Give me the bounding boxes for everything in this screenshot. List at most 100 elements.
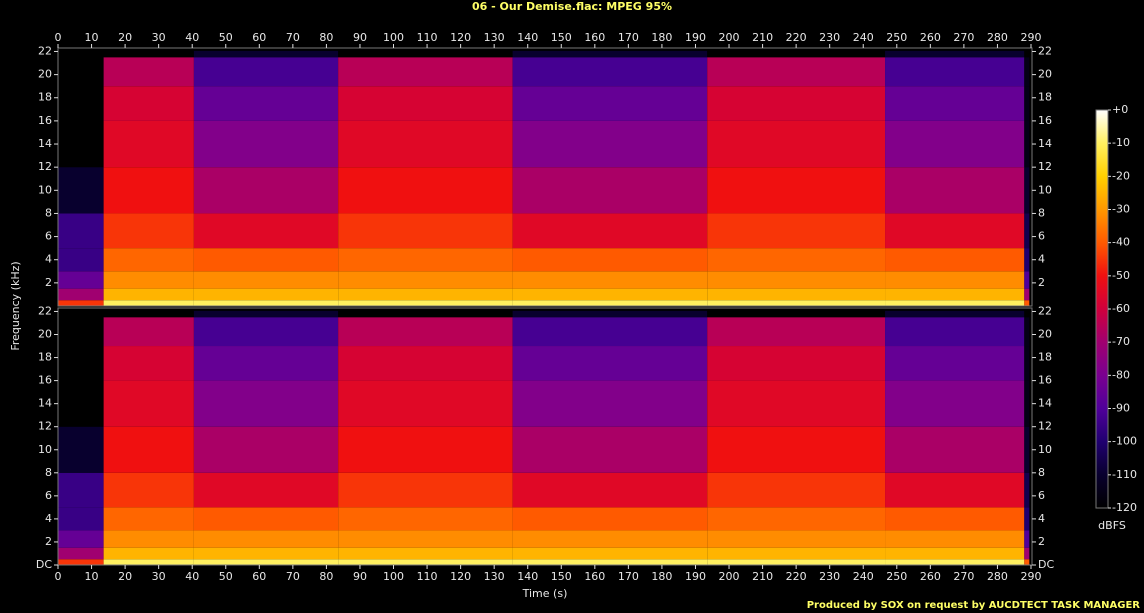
x-tick-label: 220 xyxy=(786,570,807,583)
spectrum-cell xyxy=(338,86,513,121)
spectrum-cell xyxy=(338,167,513,214)
spectrum-cell xyxy=(58,380,104,427)
x-tick-label: 120 xyxy=(450,570,471,583)
spectrum-cell xyxy=(1024,300,1030,306)
spectrum-cell xyxy=(103,310,194,318)
x-tick-label: 200 xyxy=(719,31,740,44)
colorbar-tick-label: -120 xyxy=(1112,501,1137,514)
y-tick-label: 10 xyxy=(38,183,52,196)
x-tick-label: 270 xyxy=(953,31,974,44)
y-tick-label: 16 xyxy=(1038,114,1052,127)
spectrum-cell xyxy=(512,213,708,249)
colorbar-tick-label: -40 xyxy=(1112,236,1130,249)
y-tick-label: 4 xyxy=(45,512,52,525)
y-tick-label: 14 xyxy=(38,397,52,410)
spectrum-cell xyxy=(512,300,708,306)
spectrum-cell xyxy=(103,547,194,560)
y-tick-label: 6 xyxy=(1038,230,1045,243)
spectrum-cell xyxy=(103,426,194,473)
x-tick-label: 230 xyxy=(819,570,840,583)
spectrum-cell xyxy=(193,57,339,87)
colorbar-label: dBFS xyxy=(1098,519,1126,532)
colorbar-tick-label: +0 xyxy=(1112,103,1128,116)
spectrum-cell xyxy=(1024,120,1030,168)
spectrum-cell xyxy=(707,300,886,306)
spectrum-cell xyxy=(193,310,339,318)
spectrum-cell xyxy=(193,559,339,565)
colorbar-tick-label: -10 xyxy=(1112,136,1130,149)
x-tick-label: 260 xyxy=(920,570,941,583)
x-tick-label: 10 xyxy=(85,570,99,583)
colorbar xyxy=(1095,109,1109,509)
spectrum-cell xyxy=(885,559,1025,565)
spectrum-cell xyxy=(1024,547,1030,560)
spectrum-cell xyxy=(885,530,1025,548)
spectrum-cell xyxy=(512,288,708,301)
y-tick-label: 18 xyxy=(38,351,52,364)
spectrum-cell xyxy=(707,167,886,214)
x-tick-label: 200 xyxy=(719,570,740,583)
x-tick-label: 30 xyxy=(152,570,166,583)
x-tick-label: 150 xyxy=(551,31,572,44)
x-tick-label: 80 xyxy=(319,570,333,583)
y-tick-label: 16 xyxy=(1038,374,1052,387)
spectrum-cell xyxy=(1024,86,1030,121)
spectrum-cell xyxy=(193,167,339,214)
x-tick-label: 180 xyxy=(651,31,672,44)
y-axis-label: Frequency (kHz) xyxy=(9,261,22,350)
spectrum-cell xyxy=(707,426,886,473)
spectrum-cell xyxy=(707,120,886,168)
spectrum-cell xyxy=(103,380,194,427)
x-tick-label: 220 xyxy=(786,31,807,44)
spectrum-cell xyxy=(58,120,104,168)
x-tick-label: 0 xyxy=(55,31,62,44)
spectrum-cell xyxy=(1024,472,1030,508)
y-tick-label: 12 xyxy=(38,420,52,433)
x-tick-label: 210 xyxy=(752,31,773,44)
spectrum-cell xyxy=(103,213,194,249)
y-tick-label: 10 xyxy=(1038,443,1052,456)
x-tick-label: 290 xyxy=(1020,31,1041,44)
spectrum-cell xyxy=(103,271,194,289)
spectrum-cell xyxy=(338,346,513,381)
spectrum-cell xyxy=(885,271,1025,289)
spectrum-cell xyxy=(885,57,1025,87)
x-tick-label: 260 xyxy=(920,31,941,44)
x-tick-label: 140 xyxy=(517,570,538,583)
x-tick-label: 60 xyxy=(252,570,266,583)
spectrum-cell xyxy=(1024,288,1030,301)
x-tick-label: 70 xyxy=(286,31,300,44)
spectrum-cell xyxy=(338,310,513,318)
spectrum-cell xyxy=(707,86,886,121)
spectrum-cell xyxy=(338,530,513,548)
y-tick-label: 8 xyxy=(45,206,52,219)
spectrum-cell xyxy=(58,300,104,306)
spectrum-cell xyxy=(338,288,513,301)
spectrum-cell xyxy=(338,426,513,473)
spectrum-cell xyxy=(512,271,708,289)
spectrum-cell xyxy=(1024,530,1030,548)
spectrum-cell xyxy=(338,380,513,427)
spectrum-cell xyxy=(193,213,339,249)
x-tick-label: 270 xyxy=(953,570,974,583)
spectrum-cell xyxy=(103,288,194,301)
y-tick-label: DC xyxy=(1038,558,1054,571)
spectrum-cell xyxy=(193,120,339,168)
spectrum-cell xyxy=(1024,426,1030,473)
spectrum-cell xyxy=(338,248,513,272)
y-tick-label: 4 xyxy=(1038,253,1045,266)
footer: Produced by SOX on request by AUCDTECT T… xyxy=(807,600,1141,611)
spectrum-cell xyxy=(512,472,708,508)
spectrum-cell xyxy=(193,547,339,560)
x-tick-label: 190 xyxy=(685,31,706,44)
spectrum-cell xyxy=(103,50,194,58)
spectrum-cell xyxy=(58,559,104,565)
y-tick-label: 22 xyxy=(38,44,52,57)
x-tick-label: 30 xyxy=(152,31,166,44)
y-tick-label: 12 xyxy=(1038,420,1052,433)
spectrum-cell xyxy=(707,57,886,87)
colorbar-tick-label: -90 xyxy=(1112,402,1130,415)
spectrum-cell xyxy=(885,507,1025,531)
spectrum-cell xyxy=(512,530,708,548)
